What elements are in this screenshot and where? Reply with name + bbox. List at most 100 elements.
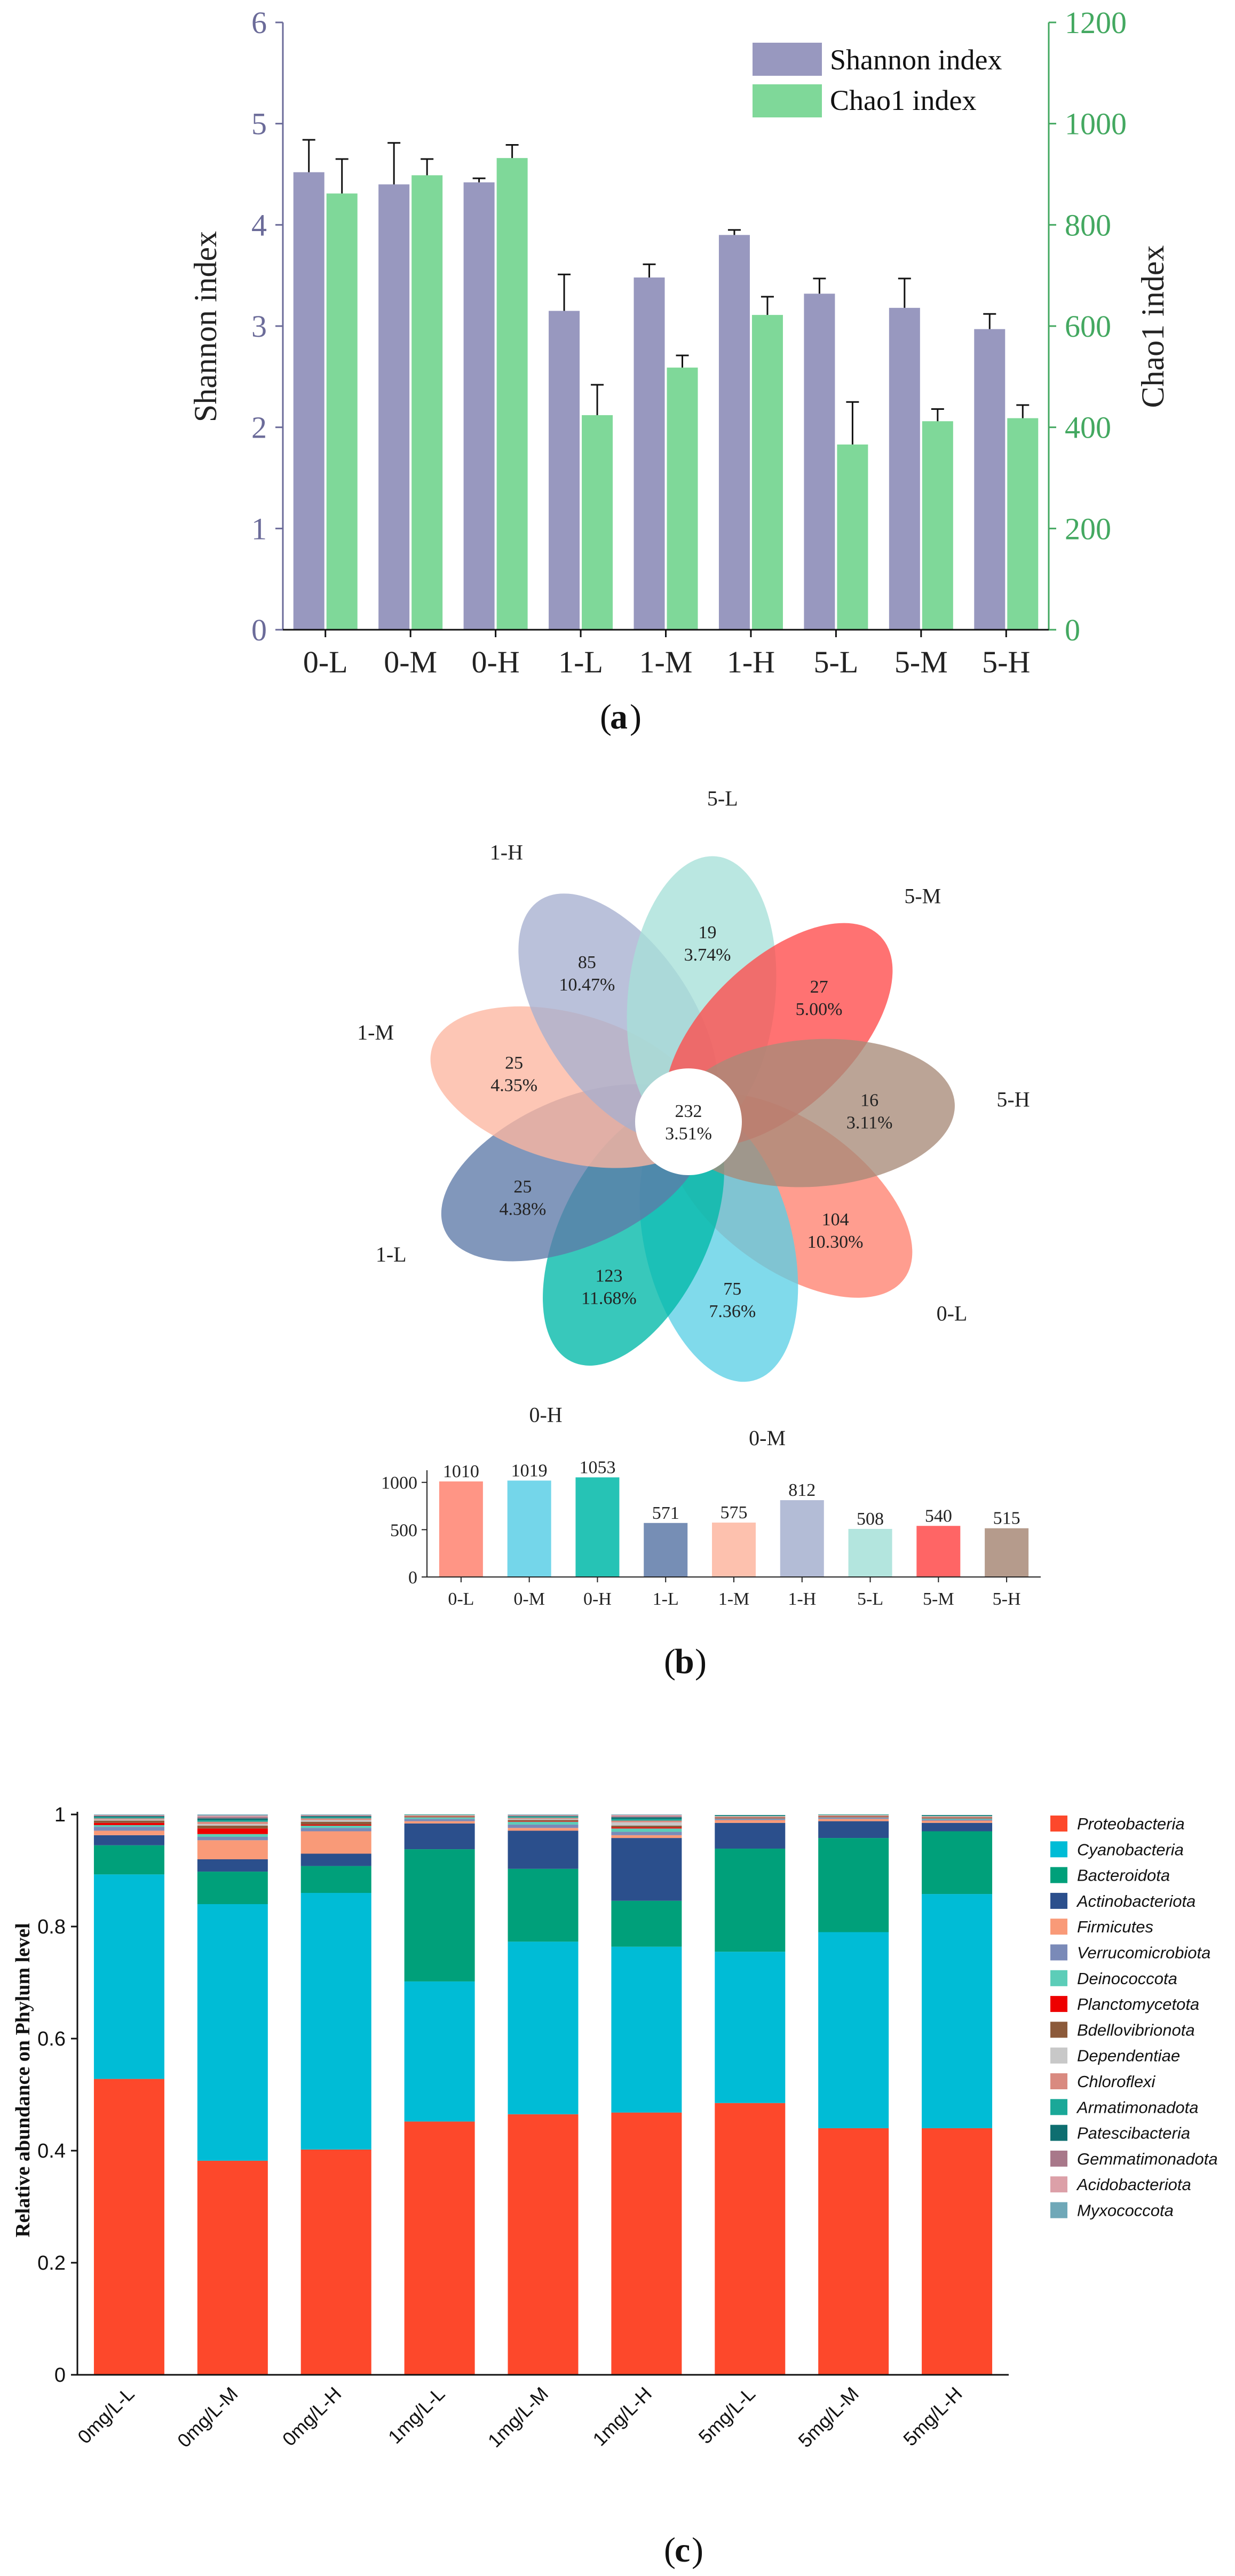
legend-swatch-verrucomicrobiota	[1050, 1944, 1067, 1961]
legend-label: Verrucomicrobiota	[1077, 1944, 1210, 1962]
segment-actinobacteriota	[715, 1822, 786, 1849]
legend-label: Patescibacteria	[1077, 2124, 1190, 2143]
segment-proteobacteria	[715, 2103, 786, 2375]
petal-percent: 4.35%	[490, 1075, 537, 1095]
segment-gemmatimonadota	[611, 1816, 682, 1818]
petal-group-name: 0-L	[937, 1302, 968, 1326]
right-y-tick-label: 1200	[1065, 5, 1127, 40]
legend-swatch-bacteroidota	[1050, 1867, 1067, 1883]
legend-label: Proteobacteria	[1077, 1814, 1185, 1833]
x-tick-label: 1-M	[639, 645, 693, 679]
segment-bacteroidota	[715, 1849, 786, 1952]
total-bar-value: 540	[925, 1506, 952, 1526]
segment-myxococcota	[197, 1814, 268, 1816]
panel-b-core-percent: 3.51%	[665, 1124, 712, 1144]
left-y-tick-label: 5	[251, 107, 267, 141]
total-bar-1-H	[780, 1500, 824, 1577]
x-tick-label: 0-H	[472, 645, 520, 679]
legend-label: Cyanobacteria	[1077, 1840, 1184, 1859]
left-y-tick-label: 4	[251, 208, 267, 242]
panel-a-y2-axis-label: Chao1 index	[1135, 245, 1170, 408]
panel-c-caption: ( c )	[664, 2531, 703, 2570]
totals-y-tick-label: 500	[390, 1520, 417, 1540]
petal-percent: 3.74%	[684, 945, 731, 965]
legend-label: Chloroflexi	[1077, 2072, 1156, 2091]
petal-group-name: 1-M	[357, 1020, 394, 1044]
panel-b-caption: ( b )	[664, 1642, 707, 1681]
segment-cyanobacteria	[404, 1981, 475, 2122]
shannon-bar	[293, 172, 324, 630]
totals-x-tick-label: 5-M	[923, 1589, 954, 1609]
segment-chloroflexi	[611, 1820, 682, 1822]
totals-x-tick-label: 0-L	[448, 1589, 474, 1609]
legend-label: Armatimonadota	[1076, 2098, 1198, 2117]
petal-group-name: 5-M	[904, 884, 941, 908]
segment-bacteroidota	[93, 1845, 164, 1875]
segment-planctomycetota	[508, 1821, 579, 1822]
segment-bdellovibrionota	[300, 1821, 371, 1825]
segment-verrucomicrobiota	[611, 1832, 682, 1835]
segment-proteobacteria	[93, 2079, 164, 2375]
x-tick-label: 1mg/L-H	[588, 2383, 656, 2451]
y-tick-label: 0	[54, 2364, 66, 2387]
svg-text:): )	[692, 2531, 703, 2570]
segment-cyanobacteria	[93, 1874, 164, 2079]
totals-x-tick-label: 1-H	[788, 1589, 816, 1609]
segment-patescibacteria	[715, 1815, 786, 1816]
legend-swatch-actinobacteriota	[1050, 1892, 1067, 1909]
legend-label: Acidobacteriota	[1076, 2175, 1191, 2194]
totals-x-tick-label: 0-H	[583, 1589, 612, 1609]
segment-proteobacteria	[818, 2128, 889, 2375]
segment-actinobacteriota	[508, 1830, 579, 1869]
petal-percent: 5.00%	[796, 1000, 843, 1019]
petal-count: 19	[699, 923, 717, 942]
legend-swatch-myxococcota	[1050, 2202, 1067, 2218]
segment-actinobacteriota	[922, 1822, 993, 1832]
right-y-tick-label: 400	[1065, 410, 1111, 445]
total-bar-1-M	[712, 1523, 756, 1577]
segment-cyanobacteria	[922, 1894, 993, 2128]
panel-c-legend: Proteobacteria Cyanobacteria Bacteroidota A…	[1050, 1814, 1218, 2220]
panel-a-diversity-chart: 0-L 0-M 0-H 1-L 1-M 1-H 5-L 5-M 5-H 0 1 2 3 4 5 6 0 200 40…	[188, 5, 1170, 736]
shannon-bar	[378, 184, 410, 630]
segment-deinococcota	[197, 1834, 268, 1837]
total-bar-5-L	[848, 1528, 892, 1577]
panel-c-letter: c	[675, 2531, 690, 2570]
segment-dependentiae	[611, 1822, 682, 1826]
segment-cyanobacteria	[611, 1946, 682, 2113]
segment-firmicutes	[404, 1821, 475, 1824]
legend-label: Firmicutes	[1077, 1917, 1153, 1936]
total-bar-value: 515	[993, 1509, 1020, 1528]
segment-verrucomicrobiota	[404, 1819, 475, 1821]
y-tick-label: 0.4	[37, 2140, 66, 2162]
segment-acidobacteriota	[611, 1815, 682, 1817]
segment-armatimonadota	[611, 1819, 682, 1821]
petal-group-name: 1-L	[376, 1242, 407, 1266]
x-tick-label: 5mg/L-H	[899, 2383, 967, 2451]
legend-label: Actinobacteriota	[1076, 1892, 1196, 1911]
shannon-bar	[463, 182, 495, 630]
segment-patescibacteria	[611, 1817, 682, 1819]
legend-swatch-acidobacteriota	[1050, 2176, 1067, 2193]
petal-count: 104	[822, 1210, 849, 1230]
petal-count: 25	[513, 1177, 532, 1196]
x-tick-label: 0-M	[384, 645, 437, 679]
legend-label: Deinococcota	[1077, 1969, 1177, 1988]
segment-actinobacteriota	[404, 1823, 475, 1850]
segment-armatimonadota	[508, 1817, 579, 1818]
segment-deinococcota	[818, 1817, 889, 1818]
left-y-tick-label: 2	[251, 410, 267, 445]
petal-percent: 10.47%	[559, 975, 615, 995]
petal-count: 75	[723, 1279, 741, 1299]
y-tick-label: 0.8	[37, 1916, 66, 1938]
segment-actinobacteriota	[818, 1821, 889, 1838]
shannon-bar	[634, 277, 665, 630]
total-bar-value: 571	[652, 1503, 679, 1523]
segment-armatimonadota	[197, 1820, 268, 1822]
panel-b-totals-bar-chart: 1010 0-L 1019 0-M 1053 0-H 571 1-L 575 1-M 812 1-H 5…	[381, 1457, 1041, 1609]
legend-swatch-bdellovibrionota	[1050, 2022, 1067, 2038]
right-y-tick-label: 600	[1065, 309, 1111, 344]
segment-firmicutes	[611, 1835, 682, 1838]
petal-percent: 4.38%	[499, 1199, 546, 1219]
legend-swatch-firmicutes	[1050, 1919, 1067, 1935]
